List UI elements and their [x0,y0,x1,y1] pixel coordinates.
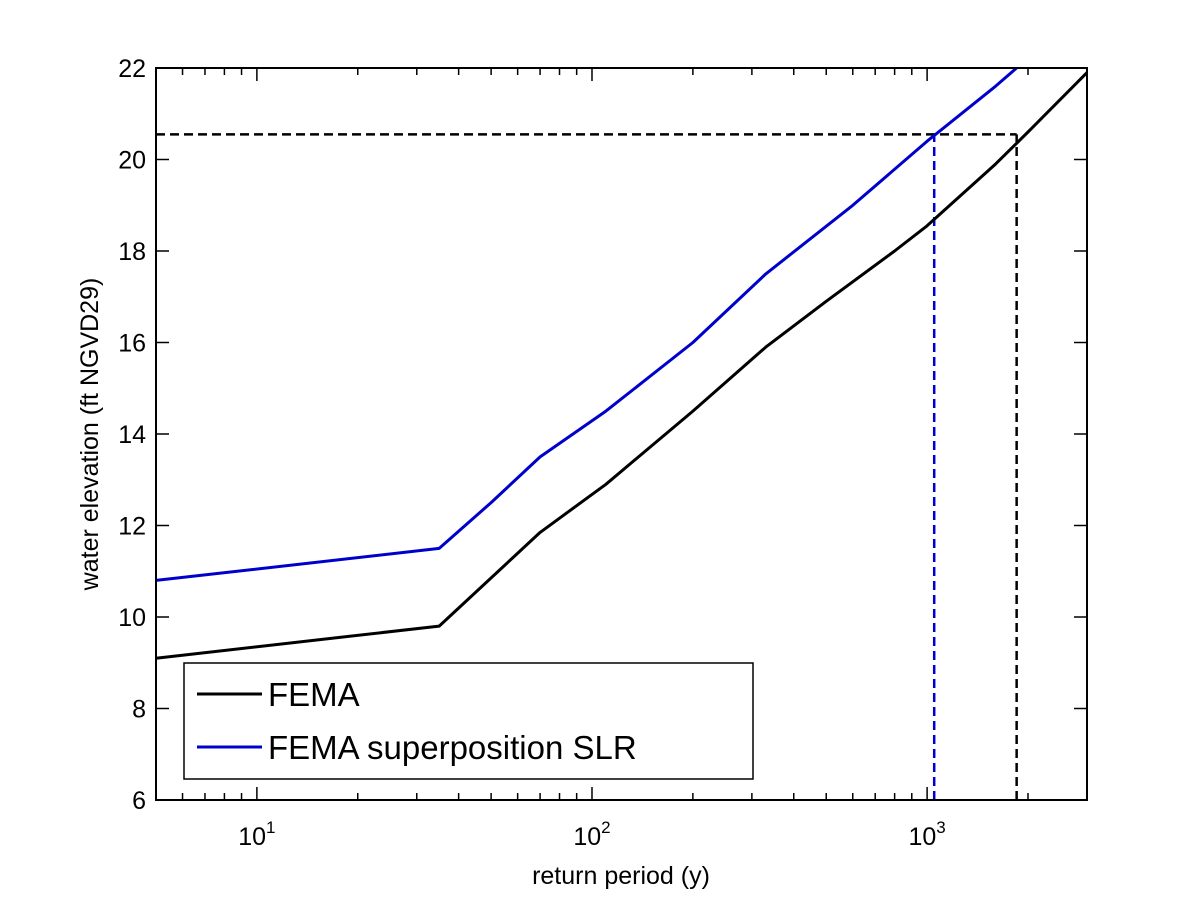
y-tick-label: 10 [118,604,146,632]
y-tick-label: 16 [118,330,146,358]
y-tick-label: 18 [118,238,146,266]
series-line-0 [155,71,1089,660]
y-tick-labels: 6 8 10 12 14 16 18 20 22 [118,55,146,815]
y-axis-label: water elevation (ft NGVD29) [76,278,104,592]
y-tick-label: 8 [132,696,146,724]
x-tick-labels: 101 102 103 [238,818,946,851]
legend-label-fema-slr: FEMA superposition SLR [268,729,637,766]
series-line-1 [155,66,1018,582]
plot-frame [155,67,1088,801]
legend: FEMA FEMA superposition SLR [183,662,754,780]
x-axis-label: return period (y) [532,862,710,890]
y-tick-label: 22 [118,55,146,83]
x-tick-label: 101 [238,818,275,851]
x-tick-label: 102 [573,818,610,851]
y-tick-label: 14 [118,421,146,449]
y-tick-label: 6 [132,787,146,815]
reference-lines [156,133,1018,800]
legend-label-fema: FEMA [268,676,360,713]
series-layer [155,66,1089,660]
x-tick-label: 103 [908,818,945,851]
x-minor-ticks [155,68,1088,800]
legend-box [183,662,754,780]
y-tick-label: 12 [118,513,146,541]
y-tick-label: 20 [118,147,146,175]
